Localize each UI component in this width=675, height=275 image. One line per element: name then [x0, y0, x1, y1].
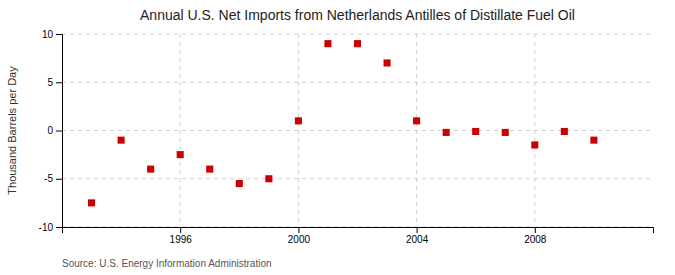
title: Annual U.S. Net Imports from Netherlands…: [140, 7, 575, 23]
y-tick-label: -5: [44, 173, 53, 184]
y-tick: 10: [42, 29, 62, 40]
x-tick-mark: [298, 227, 299, 233]
point: [531, 141, 538, 148]
y-tick-mark: [56, 227, 62, 228]
x-tick: 1996: [170, 227, 193, 245]
x-tick-label: 2008: [524, 234, 547, 245]
x-tick-mark: [180, 227, 181, 233]
y-tick: 0: [47, 125, 62, 136]
point: [443, 129, 450, 136]
y-axis: -10 -5 0 5 10: [39, 29, 63, 233]
chart: 1996 2000 2004 2008 -10 -5 0 5 10 Annual U.S. Net…: [0, 0, 675, 275]
point: [177, 151, 184, 158]
grid: [62, 34, 653, 227]
y-tick-label: 10: [42, 29, 54, 40]
x-axis-line: [63, 228, 654, 234]
x-tick-label: 2000: [288, 234, 311, 245]
x-tick-mark: [535, 227, 536, 233]
x-tick: 2008: [524, 227, 547, 245]
grid-line-x: [180, 34, 181, 227]
grid-line-x: [534, 34, 535, 227]
x-tick-label: 1996: [170, 234, 193, 245]
y-tick-label: -10: [39, 222, 54, 233]
y-tick-label: 5: [47, 77, 53, 88]
y-tick-mark: [56, 131, 62, 132]
point: [88, 199, 95, 206]
point: [236, 180, 243, 187]
x-axis: 1996 2000 2004 2008: [63, 227, 654, 245]
y-tick: -10: [39, 222, 62, 233]
point: [590, 137, 597, 144]
grid-line-y: [62, 178, 653, 179]
source: Source: U.S. Energy Information Administ…: [62, 258, 272, 269]
point: [384, 59, 391, 66]
point: [502, 129, 509, 136]
y-tick-label: 0: [47, 125, 53, 136]
y-tick: 5: [47, 77, 62, 88]
x-tick: 2000: [288, 227, 311, 245]
x-tick: 2004: [406, 227, 429, 245]
point: [206, 166, 213, 173]
y-tick-mark: [56, 82, 62, 83]
x-tick-mark: [417, 227, 418, 233]
grid-line-x: [298, 34, 299, 227]
point: [472, 128, 479, 135]
y-axis-line: [56, 35, 63, 228]
point: [561, 128, 568, 135]
y-tick: -5: [44, 173, 62, 184]
grid-line-y: [62, 82, 653, 83]
plot: 1996 2000 2004 2008 -10 -5 0 5 10: [39, 29, 654, 245]
point: [265, 175, 272, 182]
point: [147, 166, 154, 173]
y-tick-mark: [56, 179, 62, 180]
point: [324, 40, 331, 47]
point: [295, 117, 302, 124]
point: [118, 137, 125, 144]
point: [354, 40, 361, 47]
y-tick-mark: [56, 34, 62, 35]
grid-line-x: [416, 34, 417, 227]
x-tick-label: 2004: [406, 234, 429, 245]
marks: [88, 40, 597, 206]
grid-line-y: [62, 34, 653, 35]
point: [413, 117, 420, 124]
y-axis-title: Thousand Barrels per Day: [6, 66, 18, 195]
